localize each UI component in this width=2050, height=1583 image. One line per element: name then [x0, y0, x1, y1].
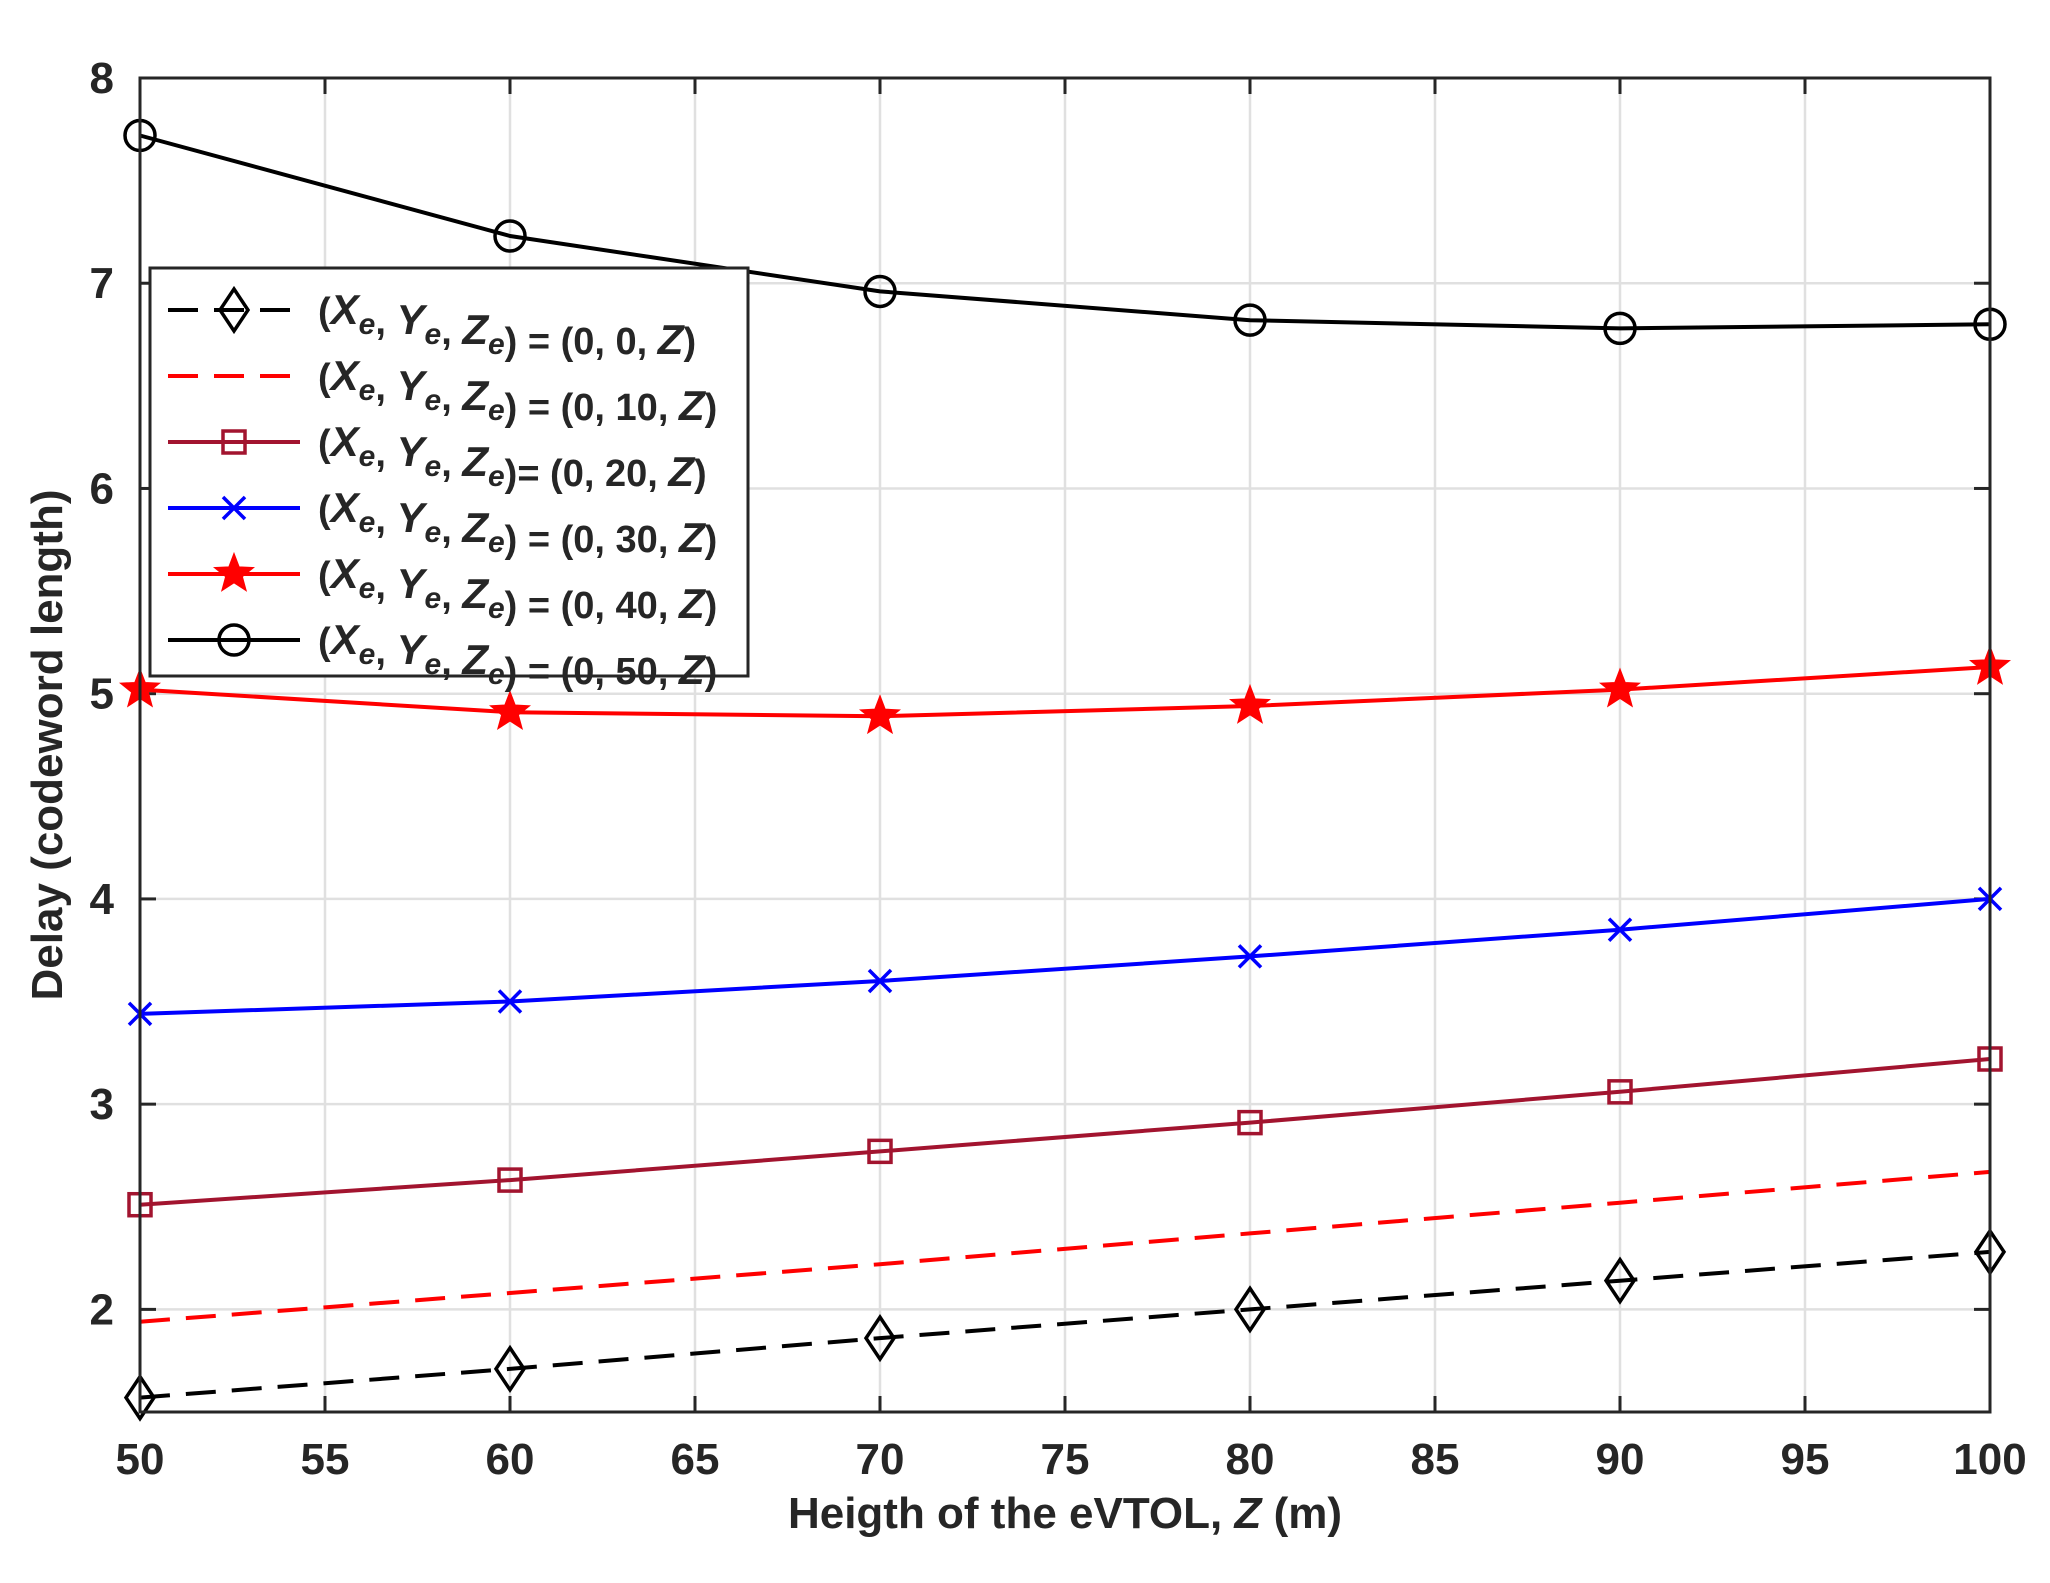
legend-label: (Xe, Ye, Ze) = (0, 10, Z): [318, 352, 717, 429]
data-point-marker: [1603, 311, 1637, 346]
y-tick-label: 7: [90, 259, 114, 308]
legend-entry: (Xe, Ye, Ze) = (0, 0, Z): [168, 285, 696, 363]
x-marker-stroke: [1237, 944, 1263, 969]
series-line: [139, 1057, 1991, 1207]
data-point-marker: [497, 1167, 523, 1193]
data-point-marker: [497, 989, 523, 1014]
y-tick-label: 4: [90, 875, 115, 924]
x-marker-stroke: [221, 495, 247, 521]
y-tick-label: 8: [90, 54, 114, 103]
legend-label: (Xe, Ye, Ze) = (0, 30, Z): [318, 484, 717, 561]
legend-marker: [212, 551, 256, 592]
x-tick-label: 55: [301, 1435, 350, 1484]
legend-label: (Xe, Ye, Ze)= (0, 20, Z): [318, 418, 707, 495]
data-point-marker: [858, 694, 902, 735]
data-point-marker: [1607, 917, 1633, 942]
x-tick-label: 90: [1596, 1435, 1645, 1484]
legend-marker: [221, 495, 247, 521]
axis-labels: Heigth of the eVTOL, Z (m) Delay (codewo…: [23, 490, 1342, 1538]
series-line: [139, 896, 1991, 1016]
legend-marker: [217, 623, 251, 657]
x-marker-stroke: [1607, 917, 1633, 942]
x-tick-label: 75: [1041, 1435, 1090, 1484]
legend-entry: (Xe, Ye, Ze) = (0, 30, Z): [168, 484, 717, 561]
data-point-marker: [488, 690, 532, 730]
y-tick-label: 6: [90, 464, 114, 513]
legend: (Xe, Ye, Ze) = (0, 0, Z)(Xe, Ye, Ze) = (…: [148, 266, 750, 693]
x-tick-label: 95: [1781, 1435, 1830, 1484]
x-tick-label: 50: [116, 1435, 165, 1484]
series-line: [139, 1249, 1991, 1400]
legend-label: (Xe, Ye, Ze) = (0, 40, Z): [318, 550, 717, 627]
x-tick-label: 60: [486, 1435, 535, 1484]
data-point-marker: [863, 274, 897, 309]
x-marker-stroke: [497, 989, 523, 1014]
legend-label: (Xe, Ye, Ze) = (0, 50, Z): [318, 616, 717, 693]
x-tick-label: 85: [1411, 1435, 1460, 1484]
series-0: [123, 1227, 2007, 1422]
legend-entry: (Xe, Ye, Ze) = (0, 50, Z): [168, 616, 717, 693]
x-tick-label: 70: [856, 1435, 905, 1484]
series-10: [139, 1169, 1991, 1324]
x-marker-stroke: [867, 968, 893, 994]
data-point-marker: [493, 1344, 527, 1394]
x-tick-label: 80: [1226, 1435, 1275, 1484]
series-line: [139, 133, 1991, 331]
data-point-marker: [1607, 1079, 1633, 1105]
data-point-marker: [1603, 1256, 1637, 1305]
axis-ticks: 50 55 60 65 70 75 80 85 90 95 100 2 3 4 5 6 7 8: [90, 54, 2027, 1484]
data-point-marker: [1237, 1109, 1263, 1136]
x-tick-label: 100: [1953, 1435, 2026, 1484]
series-20: [127, 1046, 2003, 1218]
data-point-marker: [867, 1138, 893, 1165]
data-point-marker: [493, 219, 527, 253]
data-point-marker: [863, 1313, 897, 1363]
legend-marker: [221, 429, 247, 455]
data-point-marker: [123, 1373, 157, 1422]
x-tick-label: 65: [671, 1435, 720, 1484]
legend-marker: [217, 285, 251, 335]
y-tick-label: 5: [90, 670, 114, 719]
series-line: [139, 1169, 1991, 1324]
data-point-marker: [867, 968, 893, 994]
legend-box: [148, 266, 750, 678]
plot-frame: [138, 76, 1992, 1414]
series-line: [139, 665, 1991, 719]
data-point-marker: [1598, 667, 1642, 708]
legend-entry: (Xe, Ye, Ze) = (0, 10, Z): [168, 352, 717, 429]
legend-label: (Xe, Ye, Ze) = (0, 0, Z): [318, 286, 696, 363]
data-point-marker: [1237, 944, 1263, 969]
y-tick-label: 3: [90, 1080, 114, 1129]
data-point-marker: [1233, 303, 1267, 337]
x-axis-label: Heigth of the eVTOL, Z (m): [788, 1489, 1342, 1538]
legend-entry: (Xe, Ye, Ze) = (0, 40, Z): [168, 550, 717, 627]
data-point-marker: [1233, 1285, 1267, 1334]
y-tick-label: 2: [90, 1285, 114, 1334]
data-point-marker: [1228, 683, 1272, 724]
legend-entry: (Xe, Ye, Ze)= (0, 20, Z): [168, 418, 707, 495]
y-axis-label: Delay (codeword length): [23, 490, 72, 1001]
